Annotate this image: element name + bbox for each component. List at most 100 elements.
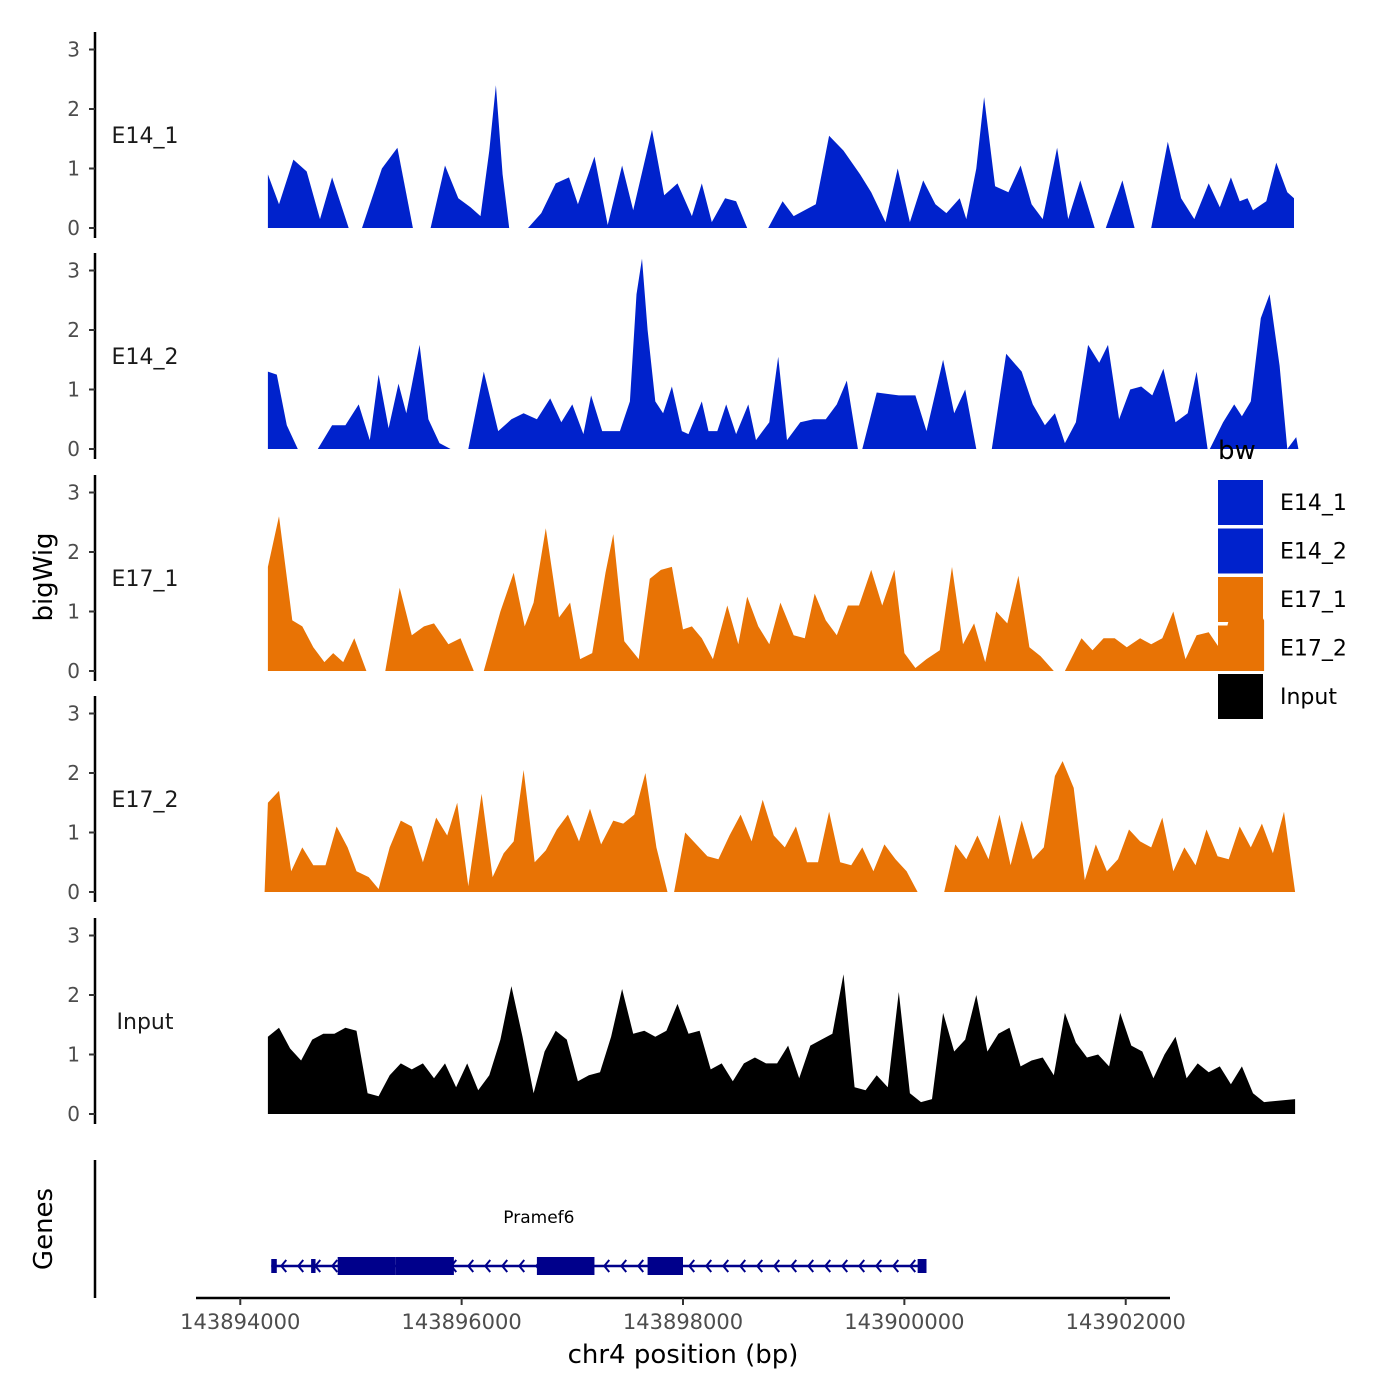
gene-exon — [337, 1257, 396, 1275]
legend-swatch — [1218, 528, 1263, 574]
y-tick-label: 3 — [67, 38, 80, 62]
y-tick-label: 1 — [67, 821, 80, 845]
strand-arrow — [806, 1259, 815, 1273]
legend-label: E14_1 — [1280, 491, 1347, 516]
track-e17-2: 0 1 2 3 E17_2 — [67, 696, 1296, 904]
strand-arrow — [500, 1259, 509, 1273]
coverage-area-e17-1 — [483, 528, 1054, 671]
coverage-area-e17-2 — [674, 799, 918, 892]
x-tick-label: 143900000 — [844, 1310, 964, 1334]
legend-label: Input — [1280, 685, 1337, 710]
coverage-area-e14-1 — [362, 147, 413, 228]
track-label: Input — [117, 1010, 174, 1035]
y-tick-label: 3 — [67, 259, 80, 283]
coverage-area-e14-1 — [267, 159, 349, 228]
strand-arrow — [636, 1259, 645, 1273]
gene-exon — [917, 1259, 927, 1273]
legend-label: E14_2 — [1280, 540, 1347, 565]
strand-arrow — [789, 1259, 798, 1273]
coverage-area-e14-1 — [1105, 180, 1135, 228]
strand-arrow — [840, 1259, 849, 1273]
coverage-area-e14-2 — [991, 344, 1208, 449]
strand-arrow — [704, 1259, 713, 1273]
gene-exon — [647, 1257, 683, 1275]
track-label: E17_2 — [112, 788, 179, 813]
coverage-area-e17-2 — [944, 761, 1296, 892]
track-e17-1: 0 1 2 3 E17_1 — [67, 475, 1265, 683]
coverage-area-e17-2 — [264, 770, 668, 892]
y-tick-label: 3 — [67, 924, 80, 948]
strand-arrow — [823, 1259, 832, 1273]
track-label: E14_2 — [112, 345, 179, 370]
coverage-area-e14-1 — [430, 85, 510, 228]
legend: bw E14_1 E14_2 E17_1 E17_2 Input — [1218, 436, 1347, 719]
strand-arrow — [279, 1259, 288, 1273]
gene-panel-title: Genes — [29, 1188, 59, 1270]
y-tick-label: 0 — [67, 216, 80, 240]
y-tick-label: 3 — [67, 481, 80, 505]
track-label: E14_1 — [112, 124, 179, 149]
legend-label: E17_1 — [1280, 588, 1347, 613]
strand-arrow — [857, 1259, 866, 1273]
strand-arrow — [755, 1259, 764, 1273]
x-tick-label: 143902000 — [1066, 1310, 1186, 1334]
track-e14-1: 0 1 2 3 E14_1 — [67, 32, 1294, 240]
coverage-area-e14-1 — [528, 129, 748, 228]
coverage-area-e17-1 — [267, 516, 367, 671]
y-tick-label: 2 — [67, 983, 80, 1007]
x-tick-label: 143898000 — [623, 1310, 743, 1334]
strand-arrow — [772, 1259, 781, 1273]
gene-name-label: Pramef6 — [503, 1208, 574, 1228]
strand-arrow — [908, 1259, 917, 1273]
legend-label: E17_2 — [1280, 637, 1347, 662]
strand-arrow — [602, 1259, 611, 1273]
coverage-area-e17-1 — [1064, 581, 1265, 671]
track-e14-2: 0 1 2 3 E14_2 — [67, 253, 1299, 461]
strand-arrow — [517, 1259, 526, 1273]
strand-arrow — [619, 1259, 628, 1273]
legend-title: bw — [1218, 436, 1256, 466]
legend-swatch — [1218, 480, 1263, 525]
y-tick-label: 2 — [67, 318, 80, 342]
y-tick-label: 0 — [67, 1102, 80, 1126]
track-input: 0 1 2 3 Input — [67, 918, 1296, 1126]
coverage-area-e14-2 — [1209, 294, 1299, 449]
coverage-area-input — [267, 974, 1296, 1114]
y-tick-label: 1 — [67, 600, 80, 624]
y-tick-label: 0 — [67, 437, 80, 461]
strand-arrow — [721, 1259, 730, 1273]
gene-exon — [395, 1257, 454, 1275]
strand-arrow — [874, 1259, 883, 1273]
strand-arrow — [483, 1259, 492, 1273]
strand-arrow — [466, 1259, 475, 1273]
y-tick-label: 3 — [67, 702, 80, 726]
gene-exon — [311, 1259, 316, 1273]
y-tick-label: 2 — [67, 97, 80, 121]
legend-swatch — [1218, 674, 1263, 719]
gene-exon — [271, 1259, 277, 1273]
strand-arrow — [296, 1259, 305, 1273]
strand-arrow — [738, 1259, 747, 1273]
legend-swatch — [1218, 625, 1263, 671]
bigwig-tracks: 0 1 2 3 E14_1 0 1 2 3 E14_2 0 1 2 3 E17_1 0 1 2 3 E17_2 0 1 2 3… — [67, 32, 1299, 1126]
y-tick-label: 0 — [67, 659, 80, 683]
strand-arrow — [330, 1259, 339, 1273]
strand-arrow — [891, 1259, 900, 1273]
coverage-area-e17-1 — [385, 587, 474, 671]
legend-swatch — [1218, 577, 1263, 622]
gene-exon — [536, 1257, 595, 1275]
y-tick-label: 1 — [67, 1043, 80, 1067]
strand-arrow — [687, 1259, 696, 1273]
coverage-area-e14-2 — [468, 258, 858, 449]
y-tick-label: 1 — [67, 378, 80, 402]
y-tick-label: 1 — [67, 157, 80, 181]
track-label: E17_1 — [112, 567, 179, 592]
coverage-area-e14-2 — [862, 359, 977, 449]
y-axis-title: bigWig — [29, 532, 59, 621]
x-axis: 143894000 143896000 143898000 143900000 1439… — [180, 1296, 1186, 1334]
x-tick-label: 143894000 — [180, 1310, 300, 1334]
gene-pramef6: Pramef6 — [271, 1208, 927, 1275]
coverage-area-e14-1 — [1151, 141, 1294, 228]
x-tick-label: 143896000 — [402, 1310, 522, 1334]
